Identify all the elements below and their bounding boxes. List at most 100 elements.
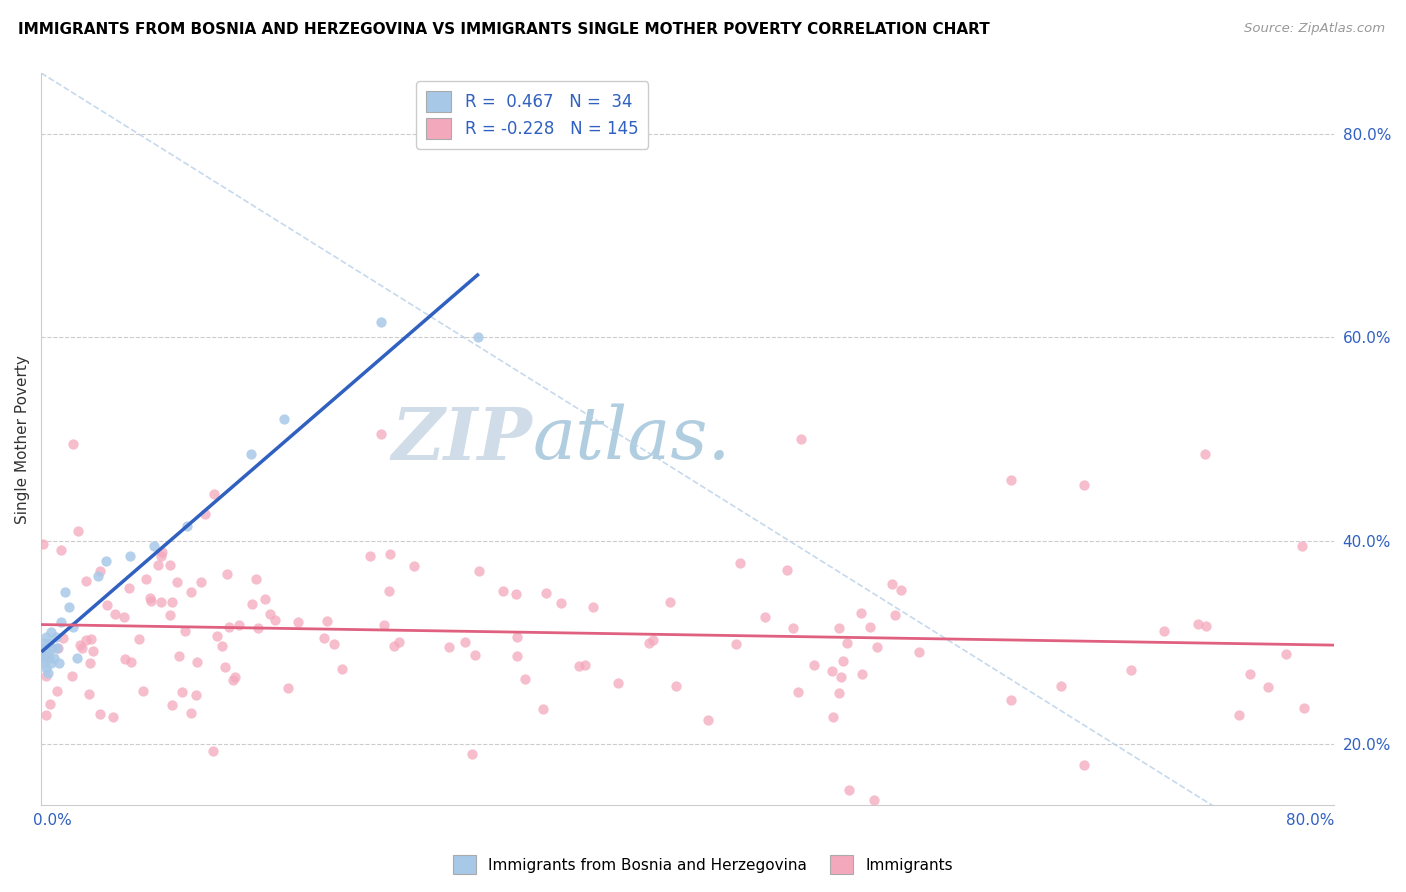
Point (143, 539, 166, 553)
Point (378, 584, 401, 599)
Point (359, 549, 381, 563)
Point (550, 596, 572, 610)
Point (38, 650, 60, 665)
Point (467, 330, 489, 344)
Point (186, 689, 208, 703)
Point (38, 635, 60, 649)
Point (574, 657, 596, 672)
Point (240, 447, 263, 461)
Point (222, 673, 245, 688)
Point (202, 486, 225, 500)
Point (316, 614, 339, 628)
Point (754, 610, 776, 624)
Point (49, 615, 72, 630)
Point (823, 710, 845, 724)
Point (830, 670, 852, 684)
Text: Source: ZipAtlas.com: Source: ZipAtlas.com (1244, 22, 1385, 36)
Point (828, 686, 851, 700)
Point (82, 644, 104, 658)
Point (75, 633, 97, 648)
Point (35, 640, 58, 655)
Point (31, 640, 53, 655)
Point (1239, 667, 1261, 681)
Point (402, 559, 425, 574)
Point (851, 666, 873, 681)
Point (180, 585, 202, 599)
Point (382, 639, 405, 653)
Point (1291, 539, 1313, 553)
Point (277, 681, 299, 695)
Point (607, 676, 630, 690)
Point (60, 669, 83, 683)
Point (890, 583, 912, 598)
Point (160, 595, 183, 609)
Point (884, 607, 907, 622)
Point (1000, 692, 1022, 706)
Point (259, 607, 281, 621)
Point (167, 648, 190, 663)
Point (254, 591, 277, 606)
Point (240, 597, 263, 611)
Point (658, 595, 681, 609)
Legend: R =  0.467   N =  34, R = -0.228   N = 145: R = 0.467 N = 34, R = -0.228 N = 145 (416, 81, 648, 149)
Point (69, 638, 91, 652)
Point (218, 620, 240, 634)
Point (39, 656, 62, 670)
Point (35, 650, 58, 665)
Point (828, 621, 851, 635)
Point (132, 684, 155, 698)
Point (866, 640, 889, 654)
Point (224, 670, 246, 684)
Point (46, 640, 69, 655)
Point (79, 656, 101, 670)
Point (1153, 624, 1175, 638)
Point (139, 594, 162, 608)
Point (1119, 663, 1142, 677)
Point (34, 646, 56, 660)
Point (641, 633, 664, 648)
Point (851, 607, 873, 621)
Point (454, 635, 477, 649)
Point (1229, 708, 1251, 723)
Point (862, 793, 884, 807)
Point (53, 584, 76, 599)
Point (104, 607, 127, 621)
Point (370, 427, 392, 442)
Point (101, 710, 124, 724)
Point (35, 649, 58, 664)
Point (31, 537, 53, 551)
Point (114, 652, 136, 666)
Point (180, 706, 202, 720)
Point (35, 661, 58, 675)
Point (468, 564, 491, 578)
Point (138, 591, 160, 605)
Point (378, 548, 401, 562)
Point (513, 672, 536, 686)
Point (35, 708, 58, 723)
Point (150, 544, 173, 558)
Point (461, 747, 484, 761)
Point (214, 660, 236, 674)
Point (201, 744, 224, 758)
Text: 80.0%: 80.0% (1286, 814, 1334, 829)
Point (118, 549, 141, 563)
Point (62, 437, 84, 451)
Point (166, 575, 188, 590)
Point (172, 685, 194, 699)
Point (31, 650, 53, 665)
Point (1073, 757, 1095, 772)
Point (1194, 447, 1216, 461)
Point (568, 659, 591, 673)
Point (150, 595, 173, 609)
Point (1257, 680, 1279, 694)
Text: atlas.: atlas. (533, 404, 731, 475)
Point (273, 412, 295, 426)
Point (491, 583, 513, 598)
Point (89, 564, 111, 578)
Point (37, 666, 59, 681)
Point (790, 432, 813, 446)
Point (128, 632, 150, 646)
Point (66, 650, 89, 665)
Point (373, 617, 395, 632)
Point (34, 669, 56, 683)
